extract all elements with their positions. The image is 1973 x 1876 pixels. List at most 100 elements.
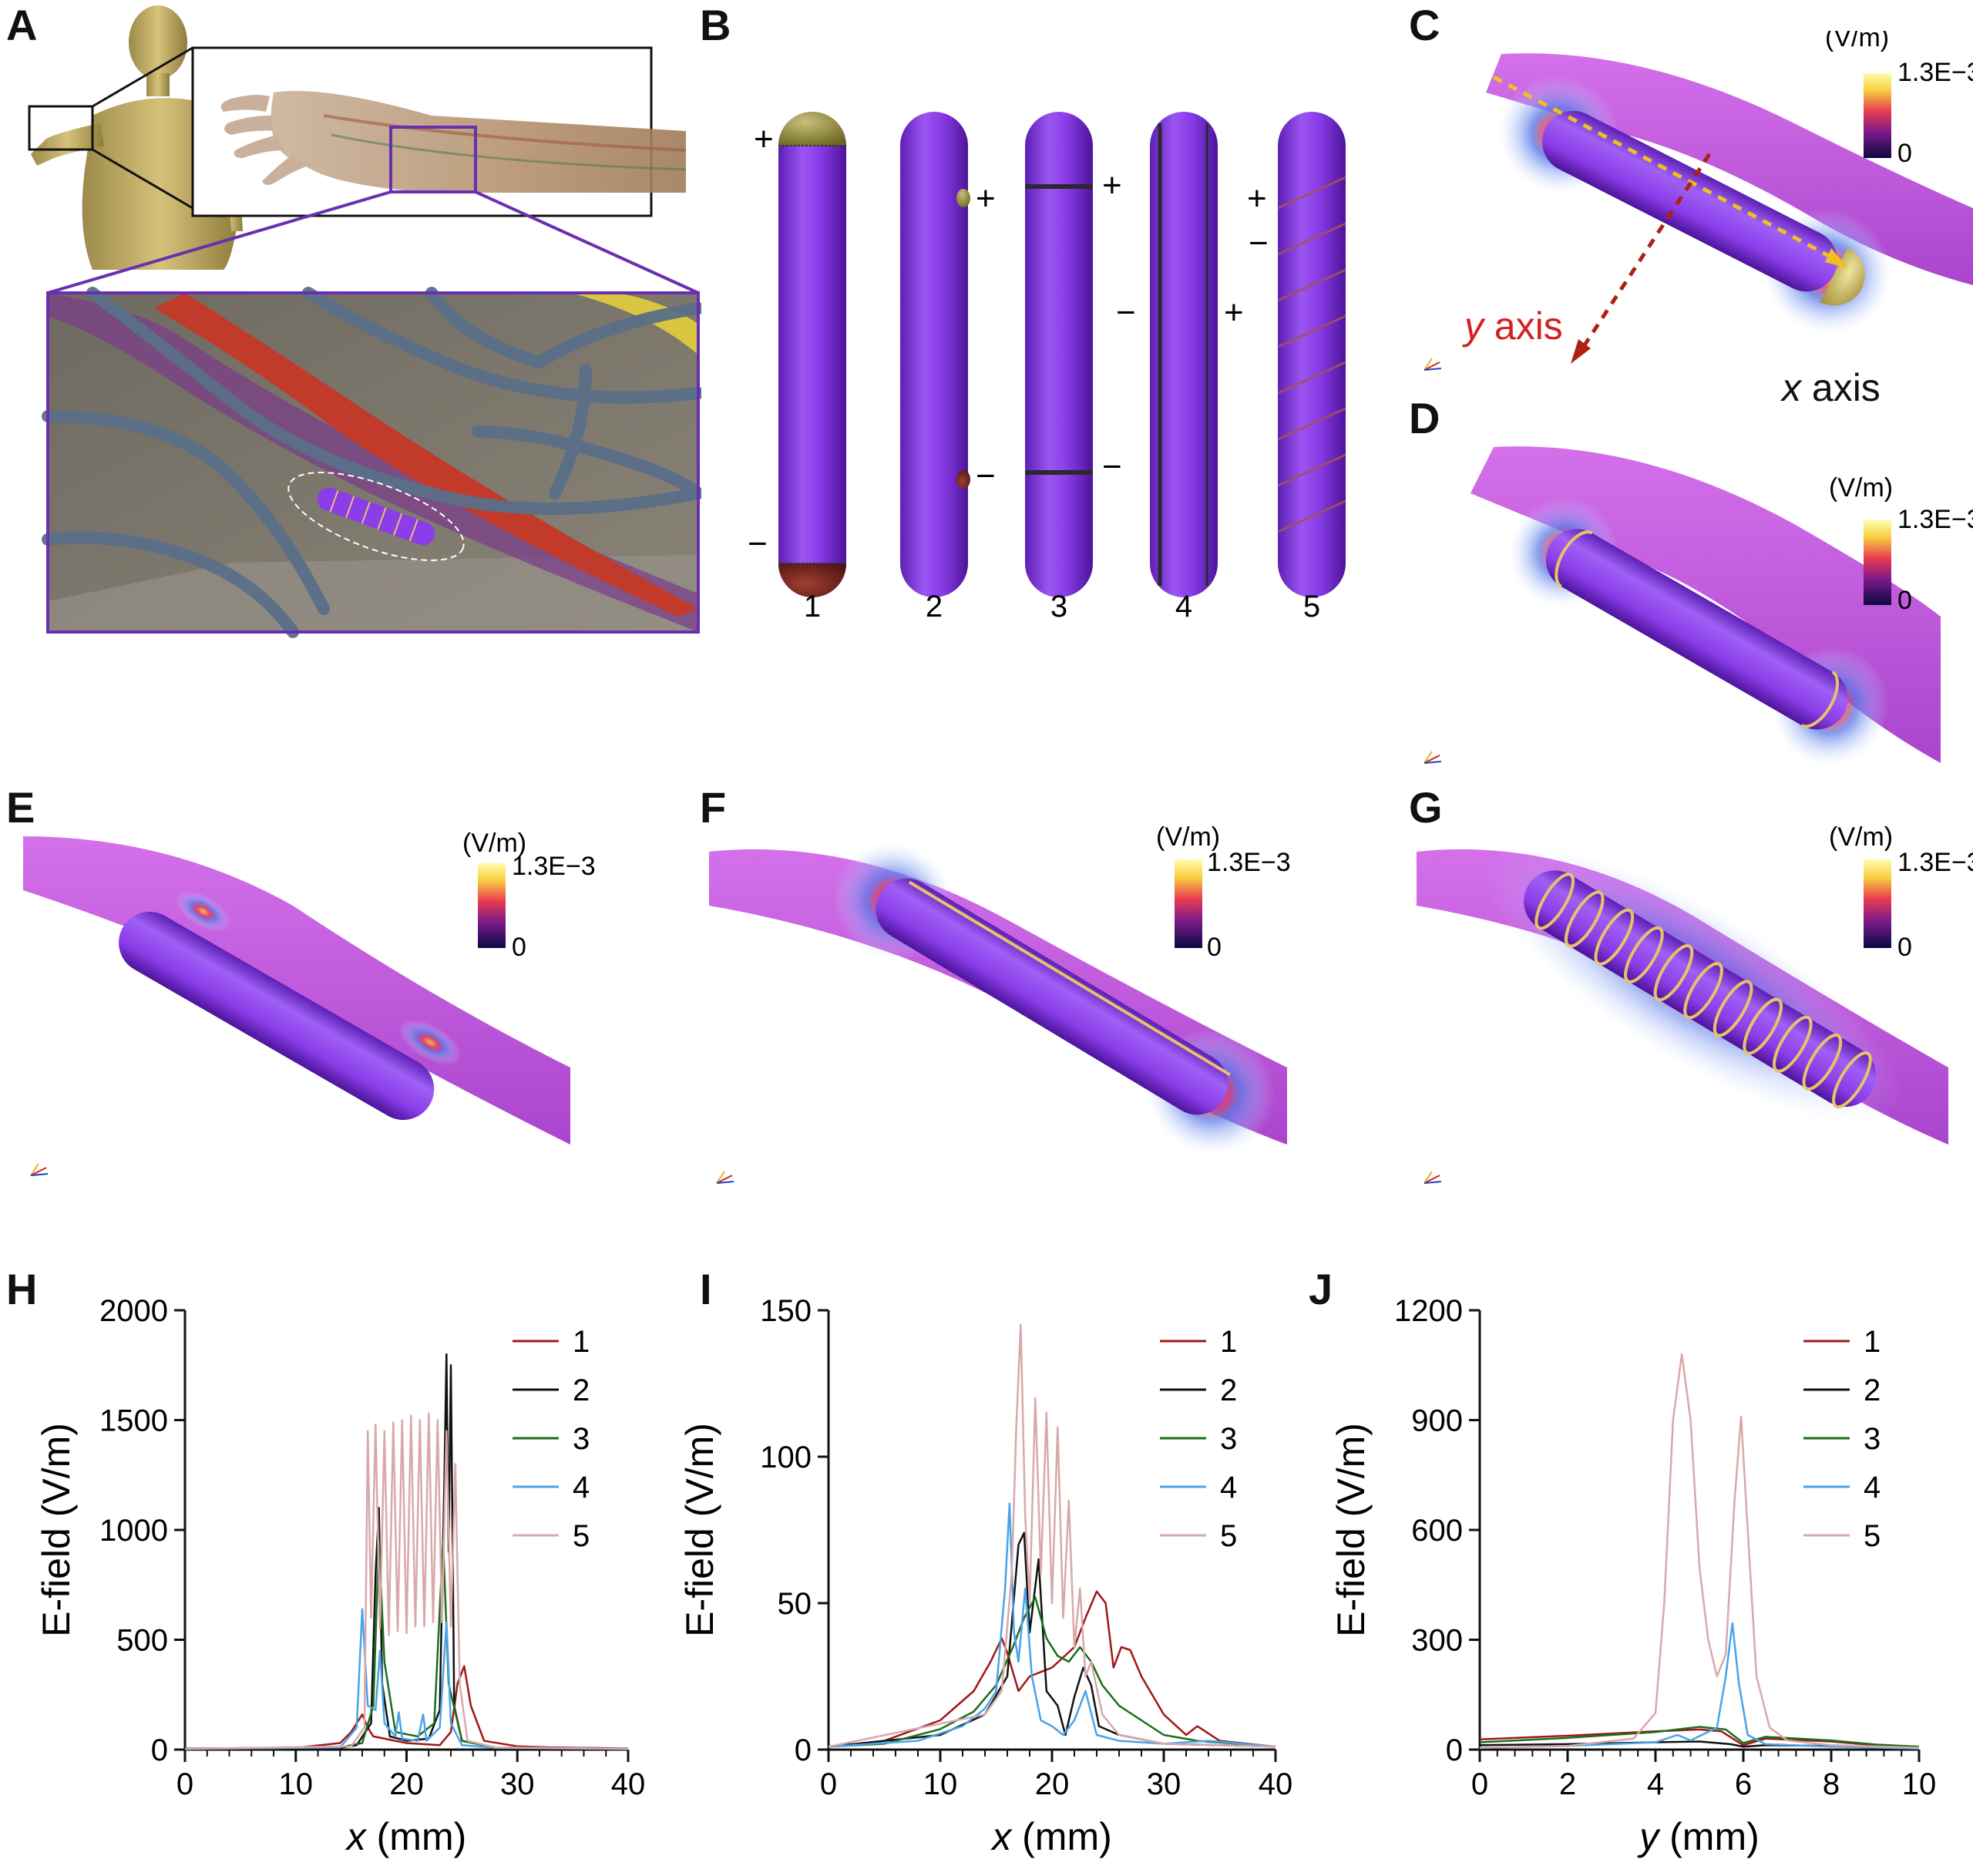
panel-g-field-simulation: (V/m) 1.3E−3 0 [1417,822,1973,1184]
y-axis-label: y axis [1462,304,1563,348]
x-axis-label: x axis [1780,366,1881,409]
svg-text:0: 0 [1897,139,1912,168]
x-axis-title: y (mm) [1637,1815,1760,1858]
legend-label-2: 2 [1864,1373,1881,1407]
b3-minus: − [1102,448,1122,486]
series-line-5 [184,1412,629,1750]
series-line-2 [184,1353,629,1750]
capsule-config-2 [1545,529,1848,730]
b3-plus: + [1102,166,1122,204]
x-tick-label: 40 [1259,1767,1293,1801]
b1-plus: + [754,120,774,158]
svg-text:(V/m): (V/m) [1156,822,1220,852]
series-line-4 [828,1502,1276,1748]
svg-text:1.3E−3: 1.3E−3 [1897,58,1973,87]
legend-label-4: 4 [573,1471,590,1504]
y-tick-label: 50 [778,1587,812,1621]
series-line-5 [1479,1353,1920,1749]
svg-text:0: 0 [1897,933,1912,962]
capsule-config-4 [876,878,1229,1115]
capsule-config-5 [1524,870,1877,1108]
series-line-3 [1479,1726,1920,1748]
y-tick-label: 0 [1446,1733,1463,1767]
capsule-config-1 [1542,110,1838,292]
svg-text:0: 0 [1207,933,1222,962]
series-line-4 [1479,1622,1920,1750]
colorbar: (V/m) 1.3E−3 0 [1156,822,1291,962]
y-axis-title: E-field (V/m) [1329,1423,1373,1637]
svg-text:(V/m): (V/m) [1825,31,1889,52]
chart-i: 0 50 100 150 0 10 20 30 40 1 2 3 4 5 x (mm) E-field (V/… [678,1294,1293,1858]
x-tick-label: 0 [176,1767,193,1801]
legend-label-5: 5 [573,1519,590,1553]
b2-minus: − [976,457,996,495]
x-tick-label: 8 [1823,1767,1840,1801]
legend-label-3: 3 [1220,1422,1237,1456]
panel-b-electrode-configs: + − + − + − − + + − 1 2 3 4 5 [748,112,1346,624]
svg-text:(V/m): (V/m) [1829,473,1893,503]
capsule-config-3 [119,912,435,1121]
svg-text:1.3E−3: 1.3E−3 [1207,848,1291,877]
b1-minus: − [748,525,768,563]
panel-f-field-simulation: (V/m) 1.3E−3 0 [709,822,1291,1184]
blood-vessels [42,287,701,638]
orientation-triad-icon [1423,751,1442,764]
x-tick-label: 10 [923,1767,958,1801]
panel-label-d: D [1409,394,1440,442]
electrode-config-1 [778,112,846,597]
x-tick-label: 20 [389,1767,424,1801]
b5-minus: − [1249,224,1269,262]
electrode-config-5 [1277,112,1346,597]
legend-label-2: 2 [573,1373,590,1407]
electrode-config-2 [900,112,970,597]
colorbar: (V/m) 1.3E−3 0 [1829,822,1973,962]
x-tick-label: 30 [1147,1767,1181,1801]
legend-label-4: 4 [1864,1471,1881,1504]
legend-label-5: 5 [1864,1519,1881,1553]
x-axis-title: x (mm) [345,1815,467,1858]
orientation-triad-icon [30,1163,49,1176]
y-tick-label: 150 [760,1294,812,1328]
series-line-2 [828,1531,1276,1748]
legend-label-1: 1 [573,1325,590,1359]
svg-text:0: 0 [1897,586,1912,615]
panel-e-field-simulation: (V/m) 1.3E−3 0 [23,829,596,1176]
legend-label-2: 2 [1220,1373,1237,1407]
y-tick-label: 900 [1411,1404,1463,1438]
y-tick-label: 100 [760,1441,812,1474]
y-tick-label: 600 [1411,1514,1463,1548]
orientation-triad-icon [716,1171,734,1184]
b5-plus: + [1247,180,1267,217]
series-line-3 [828,1596,1276,1748]
series-line-5 [828,1323,1276,1748]
chart-h: 0 500 1000 1500 2000 0 10 20 30 40 1 2 3 4 5 x (mm) E-fi… [35,1294,646,1858]
legend-label-5: 5 [1220,1519,1237,1553]
panel-label-c: C [1409,1,1440,49]
x-axis-title: x (mm) [990,1815,1112,1858]
svg-text:1.3E−3: 1.3E−3 [1897,848,1973,877]
legend-label-1: 1 [1864,1325,1881,1359]
config-number-4: 4 [1175,590,1192,624]
x-tick-label: 30 [500,1767,535,1801]
x-tick-label: 0 [820,1767,837,1801]
y-axis-title: E-field (V/m) [35,1423,78,1637]
x-tick-label: 40 [611,1767,646,1801]
series-line-1 [184,1665,629,1750]
panel-d-field-simulation: (V/m) 1.3E−3 0 [1423,446,1973,766]
config-number-1: 1 [804,590,821,624]
config-number-2: 2 [926,590,943,624]
legend-label-3: 3 [1864,1422,1881,1456]
svg-text:(V/m): (V/m) [1829,822,1893,852]
b4-plus: + [1224,294,1244,331]
electrode-config-3 [1025,112,1093,597]
y-tick-label: 500 [116,1624,168,1658]
panel-label-f: F [700,783,727,832]
colorbar: (V/m) 1.3E−3 0 [1825,31,1973,168]
series-line-3 [184,1540,629,1750]
y-tick-label: 2000 [99,1294,168,1328]
svg-text:1.3E−3: 1.3E−3 [512,852,596,881]
svg-text:(V/m): (V/m) [462,829,526,858]
b4-minus: − [1116,294,1136,331]
panel-label-e: E [6,783,35,832]
